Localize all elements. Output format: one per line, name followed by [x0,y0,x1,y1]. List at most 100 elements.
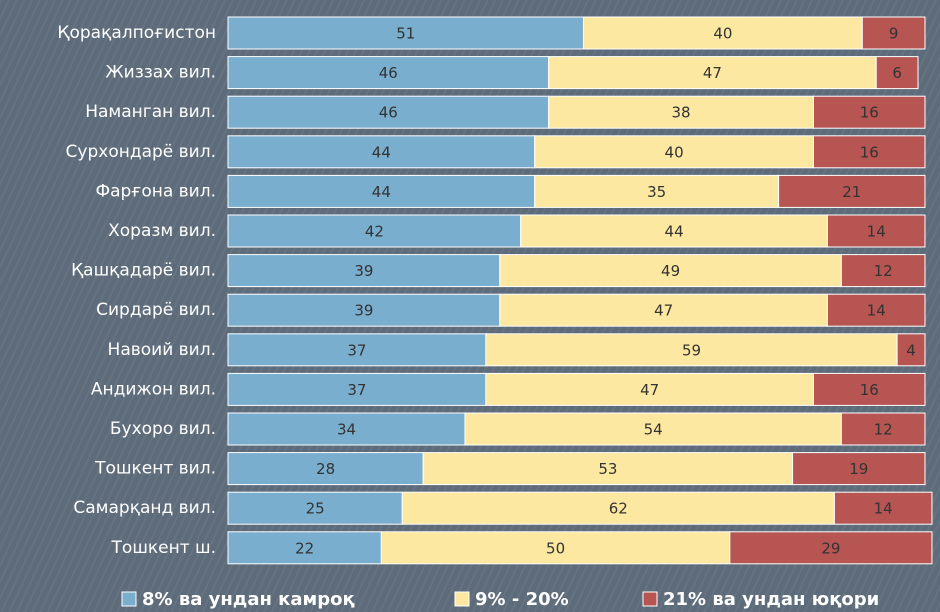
category-label: Тошкент ш. [111,538,216,558]
bar-segment [499,254,842,288]
value-label: 22 [295,539,314,557]
value-label: 39 [354,262,373,280]
value-label: 40 [713,25,732,43]
bar-segment [812,372,926,406]
bar-segment [485,372,814,406]
value-label: 21 [842,183,861,201]
bar-segment [227,135,536,169]
value-label: 38 [672,104,691,122]
value-label: 12 [874,421,893,439]
value-label: 35 [647,183,666,201]
value-label: 16 [860,104,879,122]
bar-segment [227,491,403,525]
bar-segment [227,412,466,446]
bar-segment [520,214,828,248]
bar-segment [548,95,814,129]
value-label: 54 [644,421,663,439]
value-label: 14 [867,302,886,320]
value-label: 40 [665,143,684,161]
legend-label: 9% - 20% [475,589,569,610]
bar-segment [499,293,828,327]
bar-segment [227,531,382,565]
value-label: 47 [703,64,722,82]
bar-segment [840,254,926,288]
category-label: Тошкент вил. [94,459,216,479]
bar-segment [812,95,926,129]
value-label: 47 [654,302,673,320]
bar-segment [833,491,933,525]
category-label: Хоразм вил. [108,221,216,241]
value-label: 49 [661,262,680,280]
bar-segment [227,372,487,406]
value-label: 19 [849,460,868,478]
value-label: 16 [860,381,879,399]
legend-label: 21% ва ундан юқори [663,589,879,610]
bar-segment [227,174,536,208]
value-label: 44 [665,223,684,241]
category-label: Андижон вил. [91,379,216,399]
bar-segment [896,333,926,367]
value-label: 16 [860,143,879,161]
bar-segment [227,214,522,248]
bar-segment [840,412,926,446]
bar-segment [861,16,926,50]
bar-segment [227,16,584,50]
bar-segment [227,254,501,288]
bar-segment [380,531,731,565]
value-label: 53 [598,460,617,478]
category-label: Сирдарё вил. [96,300,216,320]
value-label: 9 [889,25,899,43]
value-label: 28 [316,460,335,478]
value-label: 44 [372,143,391,161]
bar-segment [548,56,877,90]
bar-segment [534,174,780,208]
category-label: Қашқадарё вил. [71,261,216,281]
legend-label: 8% ва ундан камроқ [142,589,355,610]
category-label: Навоий вил. [108,340,216,360]
value-label: 29 [821,539,840,557]
value-label: 59 [682,341,701,359]
value-label: 42 [365,223,384,241]
value-label: 14 [874,500,893,518]
category-label: Фарғона вил. [95,181,216,201]
value-label: 25 [306,500,325,518]
legend-swatch [121,591,137,607]
bar-segment [227,452,424,486]
bar-segment [875,56,919,90]
bar-segment [826,214,926,248]
legend-swatch [642,591,658,607]
category-label: Жиззах вил. [105,63,216,83]
category-label: Самарқанд вил. [73,498,216,518]
bar-segment [227,95,550,129]
bar-segment [401,491,835,525]
value-label: 46 [379,104,398,122]
value-label: 39 [354,302,373,320]
value-label: 47 [640,381,659,399]
bar-segment [227,293,501,327]
value-label: 14 [867,223,886,241]
value-label: 46 [379,64,398,82]
bar-segment [582,16,863,50]
value-label: 34 [337,421,356,439]
bar-segment [792,452,926,486]
category-label: Сурхондарё вил. [66,142,216,162]
bar-segment [422,452,794,486]
category-label: Наманган вил. [85,102,216,122]
value-label: 12 [874,262,893,280]
value-label: 4 [906,341,916,359]
category-label: Қорақалпоғистон [57,23,216,43]
bar-segment [227,333,487,367]
value-label: 51 [396,25,415,43]
value-label: 37 [347,341,366,359]
bar-segment [778,174,926,208]
category-label: Бухоро вил. [110,419,216,439]
value-label: 6 [892,64,902,82]
bar-segment [729,531,933,565]
value-label: 62 [609,500,628,518]
value-label: 37 [347,381,366,399]
bar-segment [826,293,926,327]
bar-segment [812,135,926,169]
legend-swatch [454,591,470,607]
